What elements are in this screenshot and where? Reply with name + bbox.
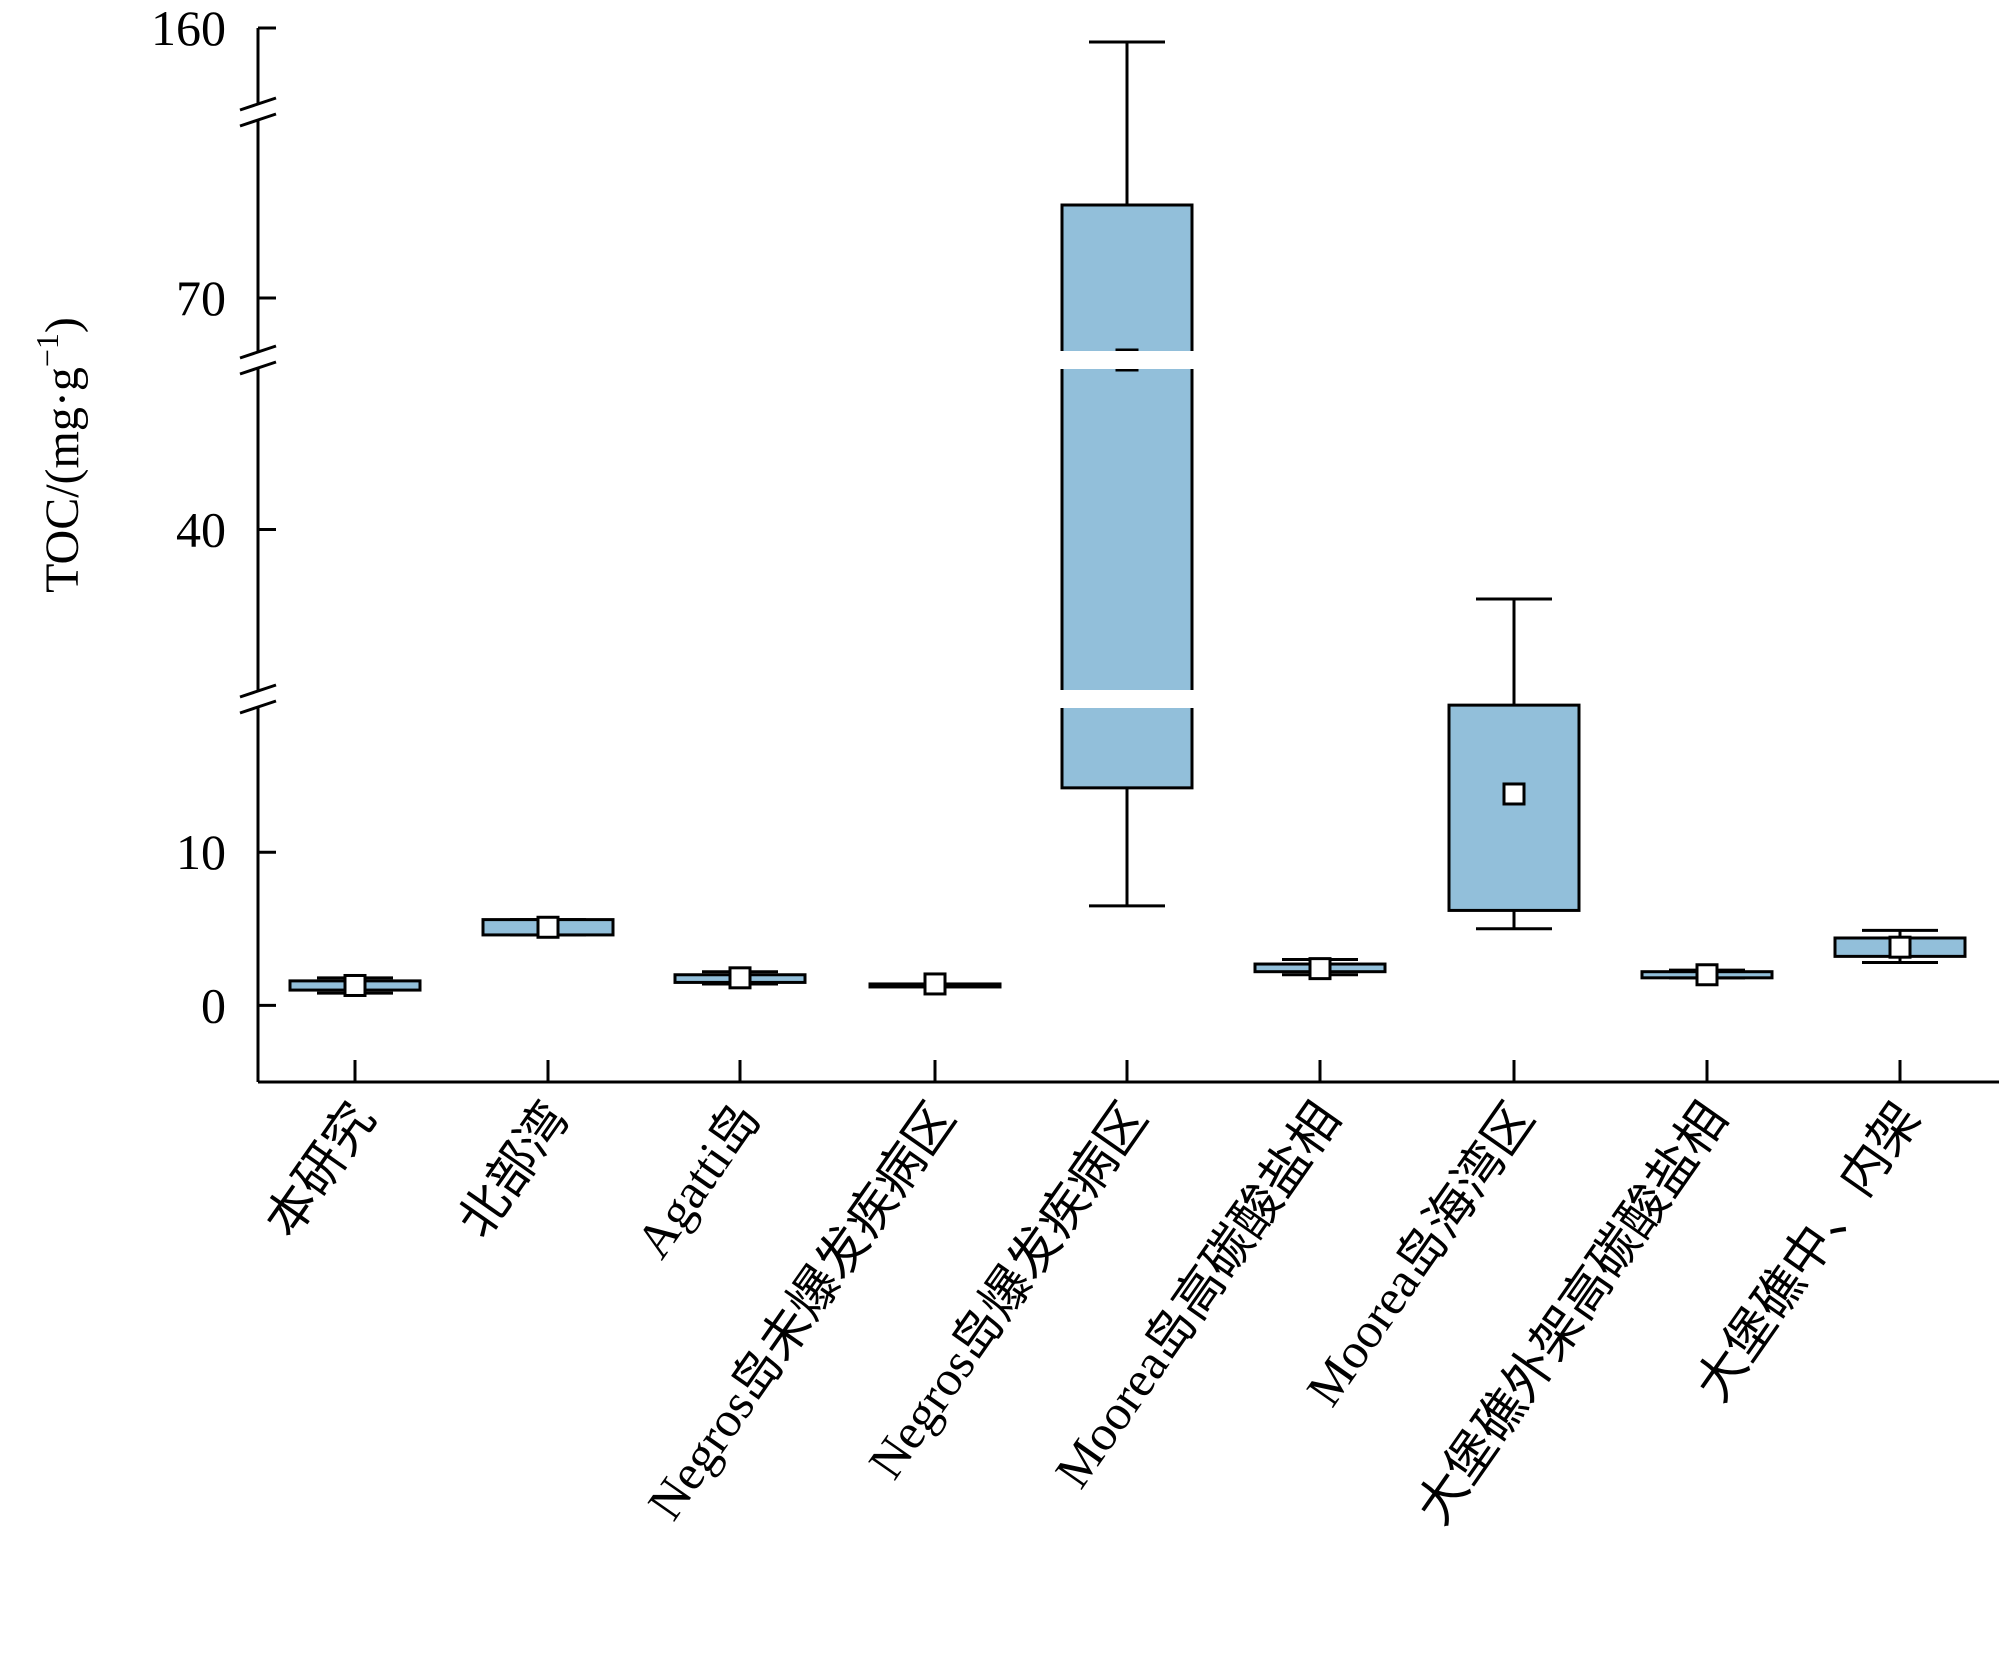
axis-break-mark	[239, 112, 277, 128]
box-5	[1253, 957, 1387, 981]
mean-marker	[728, 966, 752, 990]
axis-break-mark	[239, 96, 277, 112]
boxes-layer	[288, 40, 1967, 997]
axis-break-mark	[239, 360, 277, 376]
break-band	[1058, 351, 1196, 369]
axis-break-mark	[239, 699, 277, 715]
box-6	[1447, 597, 1581, 931]
mean-marker	[1308, 957, 1332, 981]
category-label: 北部湾	[447, 1092, 579, 1247]
mean-marker	[1695, 963, 1719, 987]
y-tick-label: 0	[201, 977, 226, 1033]
mean-marker	[1502, 782, 1526, 806]
box-1	[481, 915, 615, 939]
box-3	[868, 972, 1002, 996]
iqr-box	[1447, 703, 1581, 912]
box-2	[673, 966, 807, 990]
mean-marker	[1888, 935, 1912, 959]
break-band	[1058, 690, 1196, 708]
box-7	[1640, 963, 1774, 987]
box-8	[1833, 928, 1967, 965]
mean-marker	[536, 915, 560, 939]
box-4	[1060, 40, 1194, 908]
box-0	[288, 973, 422, 997]
category-label: Agatti岛	[625, 1092, 771, 1267]
axis-break-mark	[239, 344, 277, 360]
axis-break-mark	[239, 683, 277, 699]
y-axis: 0 10 40 70 160	[151, 0, 1999, 1084]
y-axis-label-superscript: −1	[29, 333, 65, 367]
y-axis-label: TOC/(mg·g−1)	[29, 317, 89, 593]
y-axis-label-close: )	[36, 317, 89, 333]
x-axis: 本研究 北部湾 Agatti岛Negros岛未爆发疾病区Negros岛爆发疾病区Mo…	[254, 1092, 1931, 1534]
y-tick-label: 70	[176, 270, 226, 326]
mean-marker	[343, 973, 367, 997]
y-tick-label: 160	[151, 0, 226, 56]
y-tick-label: 40	[176, 502, 226, 558]
mean-marker	[923, 972, 947, 996]
y-axis-label-main: TOC/(mg·g	[36, 367, 89, 593]
category-label: 本研究	[254, 1092, 386, 1247]
y-tick-label: 10	[176, 824, 226, 880]
